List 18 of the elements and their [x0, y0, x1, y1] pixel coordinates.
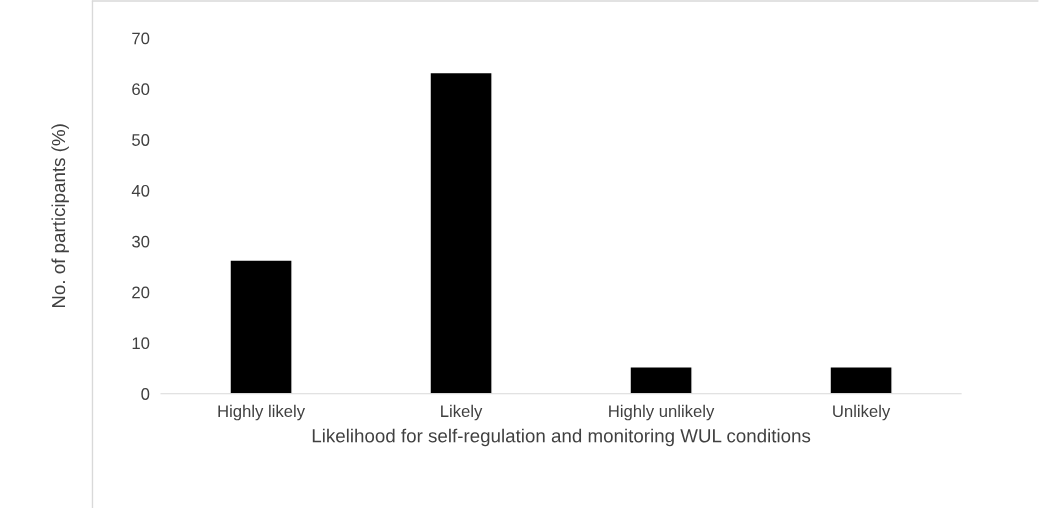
bar	[829, 366, 893, 394]
y-axis-title: No. of participants (%)	[51, 124, 69, 308]
x-tick-label: Highly likely	[218, 404, 306, 421]
y-tick-label: 30	[132, 235, 150, 248]
bar	[229, 259, 293, 394]
bar	[429, 71, 493, 394]
x-tick-label: Highly unlikely	[609, 404, 715, 421]
y-tick-label: 70	[132, 32, 150, 45]
x-axis-title: Likelihood for self-regulation and monitoring WUL conditions	[312, 428, 811, 447]
x-tick-label: Likely	[441, 404, 483, 421]
y-tick-label: 60	[132, 83, 150, 96]
bar	[629, 366, 693, 394]
y-tick-label: 10	[132, 337, 150, 350]
y-tick-label: 50	[132, 134, 150, 146]
y-tick-label: 40	[131, 184, 150, 197]
y-tick-label: 20	[132, 286, 150, 299]
y-tick-label: 0	[141, 388, 150, 400]
x-tick-label: Unlikely	[833, 404, 891, 421]
